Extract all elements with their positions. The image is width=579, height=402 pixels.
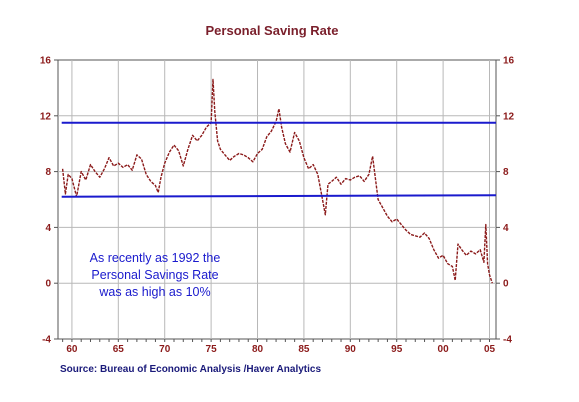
band-line-2 xyxy=(61,194,497,198)
x-tick-label: 80 xyxy=(252,344,264,355)
x-tick-label: 00 xyxy=(438,344,450,355)
series-line-saving-rate xyxy=(61,78,493,284)
y-tick-label-right: 16 xyxy=(503,56,515,67)
x-tick-label: 90 xyxy=(345,344,357,355)
annotation: As recently as 1992 the Personal Savings… xyxy=(90,251,221,299)
y-tick-label-right: -4 xyxy=(503,335,512,346)
series-lines xyxy=(61,78,497,284)
y-tick-label-right: 12 xyxy=(503,111,515,122)
y-tick-label-left: -4 xyxy=(42,335,51,346)
x-tick-label: 70 xyxy=(159,344,171,355)
annotation-line-2: Personal Savings Rate xyxy=(91,268,218,282)
y-tick-label-left: 0 xyxy=(45,279,51,290)
y-tick-label-left: 12 xyxy=(40,111,52,122)
y-tick-label-left: 4 xyxy=(45,223,51,234)
x-tick-label: 05 xyxy=(484,344,496,355)
y-tick-label-right: 8 xyxy=(503,167,509,178)
x-tick-label: 75 xyxy=(206,344,218,355)
x-tick-label: 60 xyxy=(66,344,78,355)
y-tick-label-left: 8 xyxy=(45,167,51,178)
annotation-line-1: As recently as 1992 the xyxy=(90,251,221,265)
y-tick-label-right: 4 xyxy=(503,223,509,234)
axis-ticks xyxy=(54,59,500,342)
grid-lines xyxy=(58,60,496,339)
chart-title: Personal Saving Rate xyxy=(206,23,339,38)
x-tick-label: 85 xyxy=(298,344,310,355)
x-tick-label: 95 xyxy=(391,344,403,355)
x-tick-label: 65 xyxy=(113,344,125,355)
source-note: Source: Bureau of Economic Analysis /Hav… xyxy=(60,364,321,375)
y-tick-label-left: 16 xyxy=(40,56,52,67)
annotation-line-3: was as high as 10% xyxy=(98,285,210,299)
y-tick-label-right: 0 xyxy=(503,279,509,290)
plot-area xyxy=(57,59,497,340)
